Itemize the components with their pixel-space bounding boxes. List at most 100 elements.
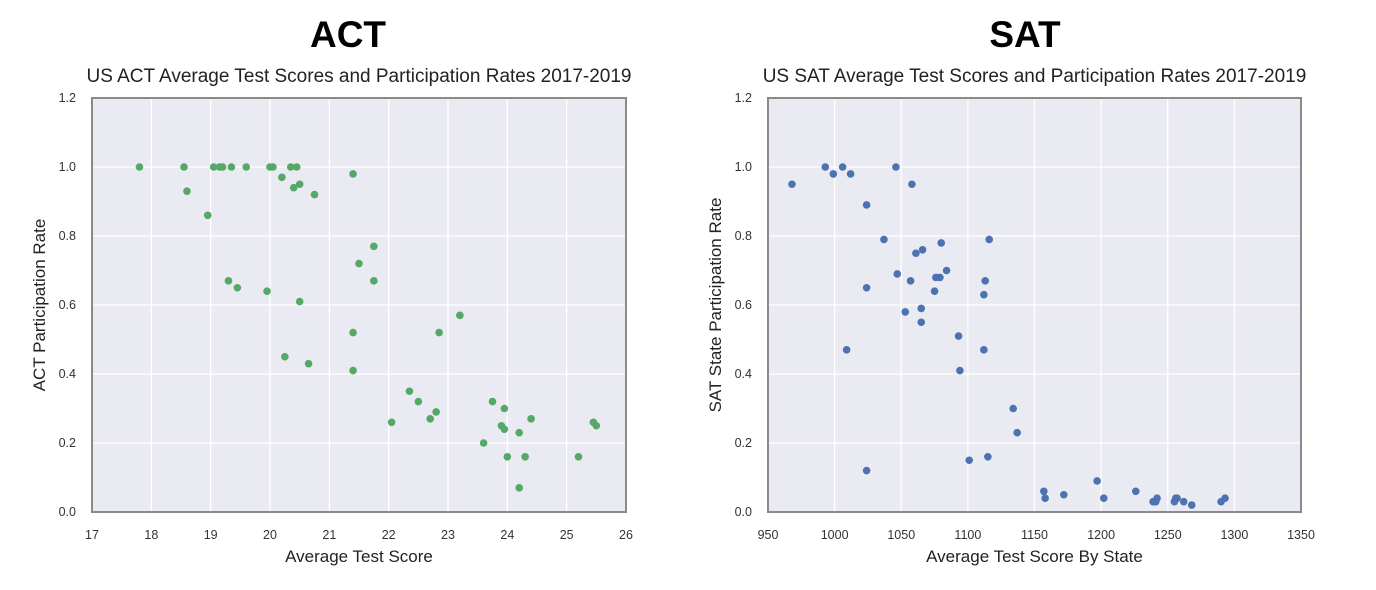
act-x-tick-label: 20: [263, 528, 277, 542]
act-x-tick-label: 22: [382, 528, 396, 542]
act-data-point: [574, 453, 583, 461]
act-y-tick-label: 0.0: [59, 505, 76, 519]
sat-data-point: [821, 163, 830, 171]
sat-data-point: [930, 287, 939, 296]
sat-data-point: [829, 170, 838, 178]
act-data-point: [278, 173, 286, 182]
act-data-point: [227, 163, 236, 171]
sat-y-tick-label: 1.0: [735, 160, 752, 174]
sat-x-tick-label: 1150: [1021, 528, 1048, 542]
act-data-point: [269, 163, 277, 171]
sat-heading: SAT: [989, 14, 1061, 55]
sat-x-tick-label: 950: [758, 528, 779, 542]
sat-data-point: [980, 346, 988, 354]
act-x-tick-label: 18: [144, 528, 158, 542]
act-data-point: [295, 180, 304, 189]
sat-x-tick-label: 1200: [1087, 528, 1115, 542]
sat-data-point: [906, 277, 915, 285]
sat-data-point: [936, 273, 944, 282]
sat-data-point: [937, 239, 946, 247]
sat-y-tick-label: 0.0: [735, 505, 752, 519]
act-data-point: [263, 287, 271, 296]
sat-data-point: [954, 332, 963, 340]
sat-data-point: [956, 366, 964, 375]
sat-data-point: [788, 180, 796, 189]
sat-data-point: [980, 290, 988, 299]
sat-data-point: [1060, 490, 1068, 499]
act-y-axis-label: ACT Participation Rate: [30, 219, 49, 392]
sat-y-tick-label: 1.2: [735, 91, 752, 105]
sat-data-point: [965, 456, 974, 465]
act-data-point: [180, 163, 188, 171]
act-data-point: [456, 311, 464, 320]
act-x-tick-label: 26: [619, 528, 633, 542]
act-data-point: [500, 425, 509, 434]
act-chart-title: US ACT Average Test Scores and Participa…: [87, 66, 632, 87]
sat-x-tick-label: 1000: [821, 528, 849, 542]
sat-data-point: [985, 235, 993, 244]
sat-data-point: [984, 453, 992, 461]
act-data-point: [281, 352, 289, 361]
sat-x-tick-label: 1100: [954, 528, 981, 542]
act-data-point: [515, 484, 523, 492]
act-data-point: [286, 163, 295, 171]
act-data-point: [405, 387, 414, 396]
sat-x-tick-label: 1050: [887, 528, 915, 542]
sat-data-point: [1009, 404, 1017, 413]
act-data-point: [310, 190, 319, 199]
act-y-tick-label: 0.8: [59, 229, 76, 243]
sat-data-point: [917, 318, 926, 327]
sat-chart-title: US SAT Average Test Scores and Participa…: [763, 66, 1307, 87]
sat-data-point: [942, 266, 951, 275]
act-data-point: [370, 242, 378, 251]
sat-data-point: [1179, 497, 1188, 506]
act-data-point: [426, 415, 435, 423]
sat-data-point: [1013, 428, 1021, 437]
act-x-tick-label: 25: [560, 528, 574, 542]
act-x-tick-label: 21: [322, 528, 336, 542]
sat-data-point: [1040, 487, 1048, 496]
sat-data-point: [1173, 494, 1181, 503]
act-data-point: [349, 366, 357, 375]
act-x-axis-label: Average Test Score: [285, 547, 433, 566]
act-data-point: [503, 453, 512, 461]
sat-data-point: [846, 170, 855, 178]
sat-x-tick-label: 1300: [1220, 528, 1248, 542]
sat-data-point: [842, 346, 851, 354]
sat-data-point: [838, 163, 847, 171]
sat-data-point: [862, 283, 871, 292]
sat-plot-frame: [767, 97, 1302, 513]
sat-y-tick-label: 0.6: [735, 298, 752, 312]
act-data-point: [349, 170, 357, 178]
act-data-point: [592, 421, 601, 430]
act-plot-frame: [91, 97, 627, 513]
act-heading: ACT: [309, 14, 387, 55]
act-data-point: [224, 277, 233, 285]
sat-data-point: [893, 270, 902, 278]
act-data-point: [233, 283, 242, 292]
sat-data-point: [917, 304, 926, 313]
sat-data-point: [1131, 487, 1140, 496]
act-data-point: [304, 359, 313, 368]
act-data-point: [488, 397, 497, 406]
act-data-point: [183, 187, 191, 195]
sat-x-tick-label: 1250: [1154, 528, 1182, 542]
act-data-point: [414, 397, 423, 406]
sat-x-axis-label: Average Test Score By State: [926, 547, 1143, 566]
sat-data-point: [1041, 494, 1049, 503]
sat-data-point: [908, 180, 916, 189]
sat-y-tick-label: 0.8: [735, 229, 752, 243]
sat-x-tick-label: 1350: [1287, 528, 1315, 542]
act-x-tick-label: 24: [500, 528, 514, 542]
act-data-point: [432, 408, 440, 416]
act-data-point: [349, 328, 357, 337]
sat-data-point: [918, 246, 927, 254]
act-y-tick-label: 1.0: [59, 160, 76, 174]
act-data-point: [242, 163, 251, 171]
act-y-tick-label: 0.6: [59, 298, 76, 312]
act-y-tick-label: 0.2: [59, 436, 76, 450]
sat-data-point: [1093, 477, 1101, 485]
sat-data-point: [862, 466, 871, 475]
act-data-point: [435, 328, 443, 337]
act-data-point: [527, 415, 535, 423]
